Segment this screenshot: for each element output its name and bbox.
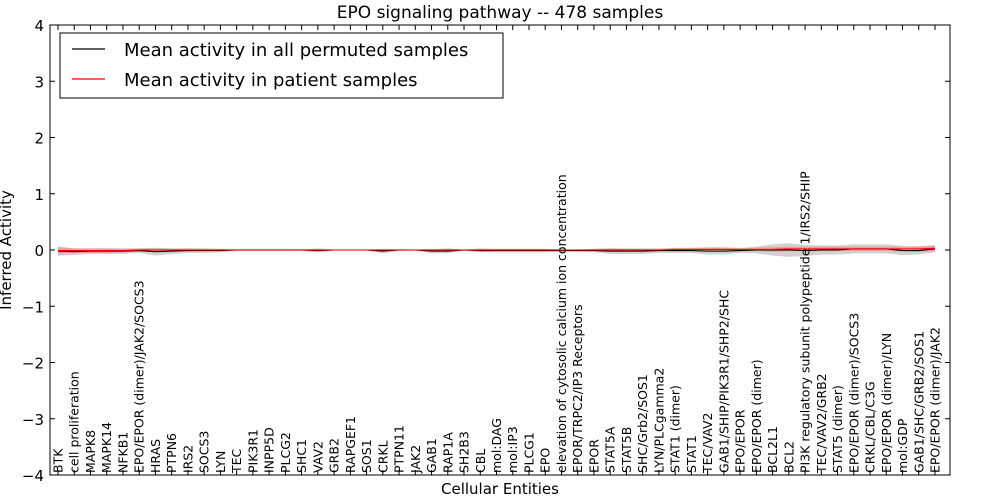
y-tick-label: −2	[22, 355, 44, 373]
x-tick-label: SH2B3	[457, 431, 472, 473]
x-tick-label: GAB1/SHC/GRB2/SOS1	[911, 331, 926, 473]
y-tick-label: 0	[34, 242, 44, 260]
x-tick-label: EPO/EPOR (dimer)/JAK2	[928, 327, 943, 473]
x-tick-label: SOS1	[359, 439, 374, 473]
x-tick-label: EPOR	[586, 439, 601, 473]
x-tick-label: EPO/EPOR	[733, 409, 748, 473]
x-tick-label: EPO/EPOR (dimer)/SOCS3	[846, 313, 861, 473]
y-tick-label: 4	[34, 17, 44, 35]
y-tick-label: −3	[22, 411, 44, 429]
x-tick-label: GAB1/SHIP/PIK3R1/SHP2/SHC	[716, 290, 731, 473]
x-tick-label: MAPK14	[99, 422, 114, 473]
y-tick-label: −1	[22, 298, 44, 316]
legend-label-patient: Mean activity in patient samples	[124, 70, 418, 91]
y-tick-label: 2	[34, 130, 44, 148]
x-tick-label: mol:GDP	[895, 418, 910, 473]
x-tick-label: PIK3R1	[245, 429, 260, 473]
x-tick-label: EPO/EPOR (dimer)/LYN	[879, 333, 894, 473]
x-tick-label: SHC/Grb2/SOS1	[635, 374, 650, 473]
legend: Mean activity in all permuted samples Me…	[59, 32, 504, 99]
series-line-1	[58, 247, 936, 252]
x-tick-label: MAPK8	[83, 430, 98, 473]
legend-label-permuted: Mean activity in all permuted samples	[124, 40, 468, 61]
y-tick-label: 1	[34, 186, 44, 204]
plot-frame	[49, 24, 951, 476]
x-tick-label: elevation of cytosolic calcium ion conce…	[554, 174, 569, 473]
x-tick-label: RAPGEF1	[343, 416, 358, 473]
x-tick-label: BCL2L1	[765, 426, 780, 473]
x-tick-label: PLCG2	[278, 432, 293, 473]
x-tick-label: CBL	[473, 449, 488, 473]
x-tick-label: CRKL	[375, 440, 390, 473]
x-tick-label: IRS2	[180, 445, 195, 473]
x-tick-label: cell proliferation	[67, 371, 82, 473]
x-tick-label: EPO	[538, 448, 553, 473]
chart-title: EPO signaling pathway -- 478 samples	[337, 3, 664, 23]
x-tick-label: BTK	[51, 448, 66, 473]
y-tick-label: 3	[34, 73, 44, 91]
x-tick-label: TEC	[229, 448, 244, 474]
series-line-0	[57, 248, 936, 253]
x-tick-label: PI3K regulatory subunit polypeptide 1/IR…	[798, 171, 813, 473]
x-tick-label: STAT5A	[603, 426, 618, 473]
x-tick-label: SOCS3	[197, 431, 212, 473]
x-axis-label: Cellular Entities	[441, 480, 559, 498]
x-tick-label: JAK2	[408, 445, 423, 474]
x-tick-label: mol:DAG	[489, 418, 504, 473]
x-tick-label: EPO/EPOR (dimer)	[749, 359, 764, 473]
x-tick-label: EPOR/TRPC2/IP3 Receptors	[570, 304, 585, 473]
x-tick-label: CRKL/CBL/C3G	[863, 381, 878, 473]
x-tick-label: TEC/VAV2	[700, 413, 715, 474]
legend-box	[59, 32, 504, 99]
x-tick-label: PTPN6	[164, 433, 179, 473]
x-tick-label: mol:IP3	[505, 426, 520, 473]
x-tick-label: HRAS	[148, 439, 163, 473]
x-tick-label: LYN	[213, 451, 228, 473]
x-tick-label: STAT5 (dimer)	[830, 385, 845, 473]
x-tick-label: GAB1	[424, 438, 439, 473]
x-tick-label: BCL2	[781, 441, 796, 473]
x-tick-label: RAP1A	[440, 432, 455, 473]
x-tick-label: STAT1 (dimer)	[668, 385, 683, 473]
x-tick-label: SHC1	[294, 439, 309, 473]
x-tick-label: NFKB1	[115, 432, 130, 473]
y-tick-label: −4	[22, 467, 44, 485]
x-tick-label: TEC/VAV2/GRB2	[814, 373, 829, 474]
x-tick-label: PTPN11	[392, 425, 407, 473]
x-tick-label: INPP5D	[262, 427, 277, 473]
x-tick-label: STAT5B	[619, 427, 634, 473]
x-tick-label: LYN/PLCgamma2	[651, 368, 666, 473]
x-tick-label: EPO/EPOR (dimer)/JAK2/SOCS3	[132, 280, 147, 473]
x-tick-label: PLCG1	[521, 432, 536, 473]
x-tick-label: VAV2	[310, 441, 325, 473]
y-axis-label: Inferred Activity	[0, 190, 15, 310]
x-tick-label: GRB2	[327, 438, 342, 473]
x-tick-label: STAT1	[684, 435, 699, 473]
